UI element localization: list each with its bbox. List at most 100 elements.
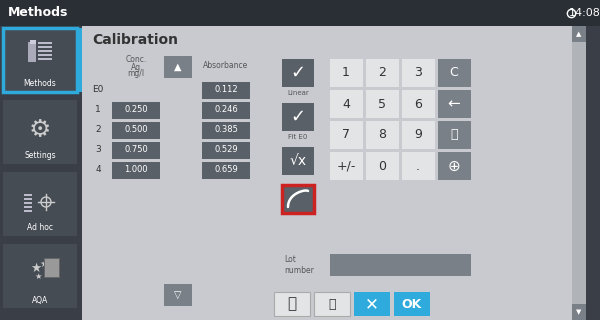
Text: ⚙: ⚙ bbox=[29, 118, 51, 142]
Bar bbox=[202, 102, 250, 119]
Text: ▲: ▲ bbox=[577, 31, 581, 37]
Text: ⎙: ⎙ bbox=[287, 297, 296, 311]
Bar bbox=[28, 42, 36, 62]
Text: 1.000: 1.000 bbox=[124, 165, 148, 174]
Text: 1: 1 bbox=[95, 106, 101, 115]
Bar bbox=[274, 292, 310, 316]
Bar bbox=[402, 121, 435, 149]
Text: 3: 3 bbox=[414, 67, 422, 79]
Bar bbox=[366, 152, 399, 180]
Text: Ad hoc: Ad hoc bbox=[27, 223, 53, 233]
Bar bbox=[202, 142, 250, 159]
Text: 0.750: 0.750 bbox=[124, 146, 148, 155]
Bar bbox=[112, 102, 160, 119]
Bar bbox=[38, 42, 52, 44]
Bar bbox=[202, 122, 250, 139]
Text: 0: 0 bbox=[378, 159, 386, 172]
Text: 2: 2 bbox=[95, 125, 101, 134]
Bar bbox=[330, 152, 363, 180]
Text: ←: ← bbox=[448, 97, 460, 111]
Bar bbox=[164, 56, 192, 78]
Bar bbox=[366, 90, 399, 118]
Text: ▽: ▽ bbox=[174, 290, 182, 300]
Bar bbox=[3, 100, 77, 164]
Bar bbox=[330, 59, 363, 87]
Text: ★: ★ bbox=[40, 259, 49, 269]
Text: Methods: Methods bbox=[8, 6, 68, 20]
Bar bbox=[402, 59, 435, 87]
Bar bbox=[112, 142, 160, 159]
Bar bbox=[0, 0, 600, 26]
Bar bbox=[282, 103, 314, 131]
Bar bbox=[38, 50, 52, 52]
Text: .: . bbox=[416, 159, 420, 172]
Bar bbox=[24, 194, 32, 196]
Bar bbox=[3, 28, 77, 92]
Text: ⊕: ⊕ bbox=[448, 158, 460, 173]
Text: Lot
number: Lot number bbox=[284, 255, 314, 275]
Text: Ag: Ag bbox=[131, 62, 141, 71]
Text: 3: 3 bbox=[95, 146, 101, 155]
Text: 0.500: 0.500 bbox=[124, 125, 148, 134]
Text: 💾: 💾 bbox=[328, 298, 336, 310]
Bar bbox=[24, 210, 32, 212]
Text: 2: 2 bbox=[378, 67, 386, 79]
Bar bbox=[572, 26, 586, 320]
Text: +/-: +/- bbox=[337, 159, 356, 172]
Bar bbox=[45, 259, 59, 277]
Text: 0.529: 0.529 bbox=[214, 146, 238, 155]
Bar bbox=[282, 185, 314, 213]
Text: Fit E0: Fit E0 bbox=[289, 134, 308, 140]
Bar bbox=[438, 152, 471, 180]
Text: Linear: Linear bbox=[287, 90, 309, 96]
Text: ✓: ✓ bbox=[290, 108, 305, 126]
Bar bbox=[330, 90, 363, 118]
Bar bbox=[572, 304, 586, 320]
Text: 4: 4 bbox=[342, 98, 350, 110]
Bar bbox=[30, 40, 36, 44]
Text: 8: 8 bbox=[378, 129, 386, 141]
Bar bbox=[0, 26, 80, 320]
Text: AQA: AQA bbox=[32, 295, 48, 305]
Bar bbox=[24, 198, 32, 200]
Text: ★: ★ bbox=[34, 271, 42, 281]
Bar bbox=[282, 147, 314, 175]
Bar bbox=[366, 121, 399, 149]
Bar bbox=[572, 26, 586, 42]
Bar bbox=[38, 54, 52, 56]
Bar bbox=[82, 26, 586, 320]
Text: C: C bbox=[449, 67, 458, 79]
Bar bbox=[202, 162, 250, 179]
Bar bbox=[112, 122, 160, 139]
Text: 0.385: 0.385 bbox=[214, 125, 238, 134]
Bar bbox=[38, 58, 52, 60]
Text: ★: ★ bbox=[31, 261, 41, 275]
Text: 1: 1 bbox=[342, 67, 350, 79]
Text: Calibration: Calibration bbox=[92, 33, 178, 47]
Text: ▲: ▲ bbox=[174, 62, 182, 72]
Bar bbox=[164, 284, 192, 306]
Bar bbox=[112, 162, 160, 179]
Bar bbox=[330, 121, 363, 149]
Text: Methods: Methods bbox=[23, 79, 56, 89]
Text: 0.112: 0.112 bbox=[214, 85, 238, 94]
Bar bbox=[24, 206, 32, 208]
Bar bbox=[438, 59, 471, 87]
Text: ✕: ✕ bbox=[365, 295, 379, 313]
Bar bbox=[3, 244, 77, 308]
Bar bbox=[44, 258, 60, 278]
Text: 🗑: 🗑 bbox=[450, 129, 458, 141]
Text: 9: 9 bbox=[414, 129, 422, 141]
Bar bbox=[24, 202, 32, 204]
Text: ✓: ✓ bbox=[290, 64, 305, 82]
Bar bbox=[3, 172, 77, 236]
Bar bbox=[3, 28, 77, 92]
Text: 0.659: 0.659 bbox=[214, 165, 238, 174]
Bar bbox=[76, 28, 82, 92]
Text: 6: 6 bbox=[414, 98, 422, 110]
Text: mg/l: mg/l bbox=[127, 69, 145, 78]
Bar bbox=[394, 292, 430, 316]
Bar bbox=[38, 46, 52, 48]
Text: 0.250: 0.250 bbox=[124, 106, 148, 115]
Bar bbox=[438, 121, 471, 149]
